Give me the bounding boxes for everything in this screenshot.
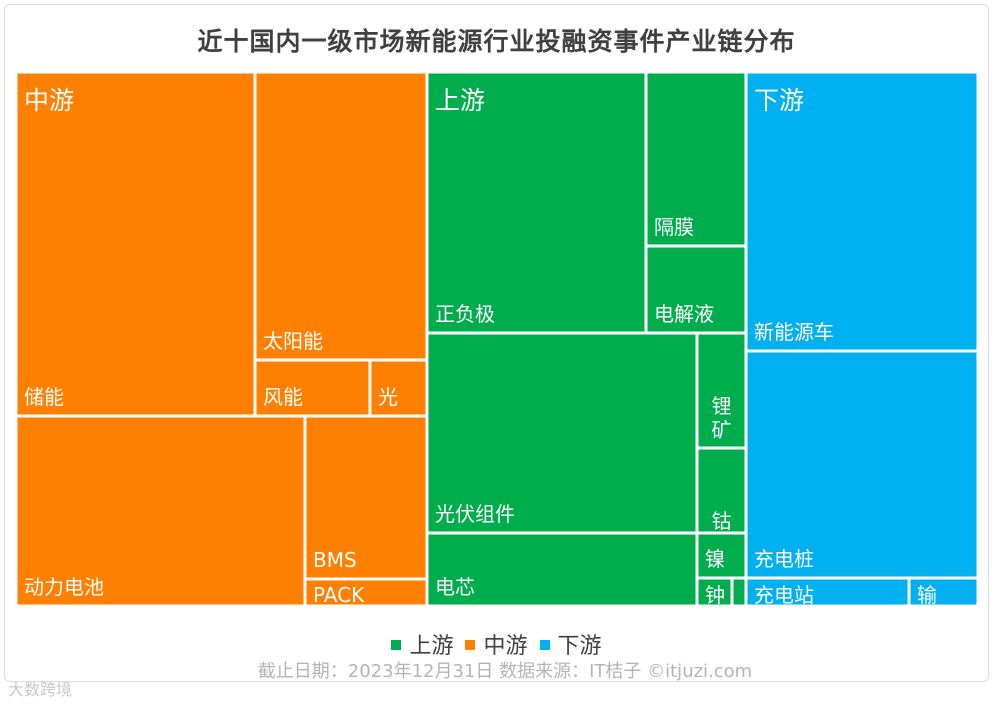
- group-label: 下游: [754, 86, 804, 115]
- group-label: 上游: [435, 86, 485, 115]
- cell-label: 充电桩: [754, 547, 814, 571]
- treemap-cell[interactable]: [744, 349, 980, 580]
- legend-item[interactable]: 中游: [465, 628, 528, 660]
- legend-swatch: [539, 640, 550, 650]
- cell-label: 新能源车: [754, 320, 834, 344]
- treemap-cell[interactable]: [303, 577, 429, 608]
- cell-label: 光伏组件: [435, 502, 515, 526]
- treemap-cell[interactable]: [695, 331, 748, 450]
- treemap-cell[interactable]: [644, 70, 748, 248]
- cell-label: BMS: [313, 548, 357, 572]
- cell-label: 光: [378, 385, 398, 409]
- cell-label: 电芯: [435, 575, 475, 599]
- cell-label: 输: [917, 583, 937, 607]
- cell-label: 动力电池: [24, 575, 104, 599]
- treemap-cell[interactable]: [303, 414, 429, 581]
- cell-label: 正负极: [435, 302, 495, 326]
- treemap-cell[interactable]: [425, 70, 648, 335]
- cell-label: 镍: [705, 547, 725, 571]
- group-label: 中游: [24, 86, 74, 115]
- treemap-cell[interactable]: [695, 576, 734, 608]
- watermark-text: 大数跨境: [8, 680, 73, 699]
- cell-label: 电解液: [654, 302, 714, 326]
- treemap-cell[interactable]: [907, 576, 980, 608]
- legend-swatch: [465, 640, 476, 650]
- source-note: 截止日期：2023年12月31日 数据来源：IT桔子 ©itjuzi.com: [257, 661, 753, 682]
- cell-label: 矿: [712, 418, 732, 442]
- treemap-cell[interactable]: [253, 70, 429, 362]
- treemap-cell[interactable]: [644, 244, 748, 335]
- treemap-cell[interactable]: [744, 70, 980, 353]
- legend-item[interactable]: 上游: [391, 628, 453, 660]
- legend-label: 上游: [409, 634, 454, 659]
- cell-label: 充电站: [754, 583, 814, 607]
- treemap-cell[interactable]: [425, 531, 699, 608]
- cell-label: 隔膜: [654, 215, 694, 239]
- legend-label: 下游: [557, 634, 602, 659]
- legend-swatch: [391, 640, 402, 650]
- legend-item[interactable]: 下游: [539, 628, 602, 660]
- treemap-cell[interactable]: [14, 414, 307, 608]
- group-2: 正负极隔膜电解液光伏组件锂矿钴矿电芯镍钟上游: [425, 70, 748, 608]
- legend: 上游 中游 下游: [0, 628, 993, 660]
- cell-label: PACK: [313, 583, 365, 607]
- treemap-cell[interactable]: [14, 70, 257, 418]
- cell-label: 太阳能: [263, 329, 323, 353]
- treemap-cell[interactable]: [425, 331, 699, 535]
- cell-label: 钴: [712, 509, 732, 533]
- chart-title: 近十国内一级市场新能源行业投融资事件产业链分布: [197, 27, 796, 56]
- cell-label: 钟: [705, 583, 725, 607]
- legend-label: 中游: [483, 634, 528, 659]
- cell-label: 锂: [712, 394, 732, 418]
- cell-label: 储能: [24, 385, 64, 409]
- cell-label: 风能: [263, 385, 303, 409]
- treemap-cell[interactable]: [730, 576, 748, 608]
